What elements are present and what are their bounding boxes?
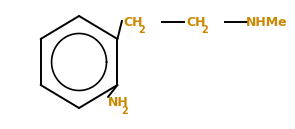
Text: 2: 2 xyxy=(201,25,208,35)
Text: NHMe: NHMe xyxy=(246,15,287,29)
Text: 2: 2 xyxy=(138,25,145,35)
Text: CH: CH xyxy=(186,15,206,29)
Text: 2: 2 xyxy=(122,106,128,116)
Text: NH: NH xyxy=(108,96,129,110)
Text: CH: CH xyxy=(123,15,143,29)
